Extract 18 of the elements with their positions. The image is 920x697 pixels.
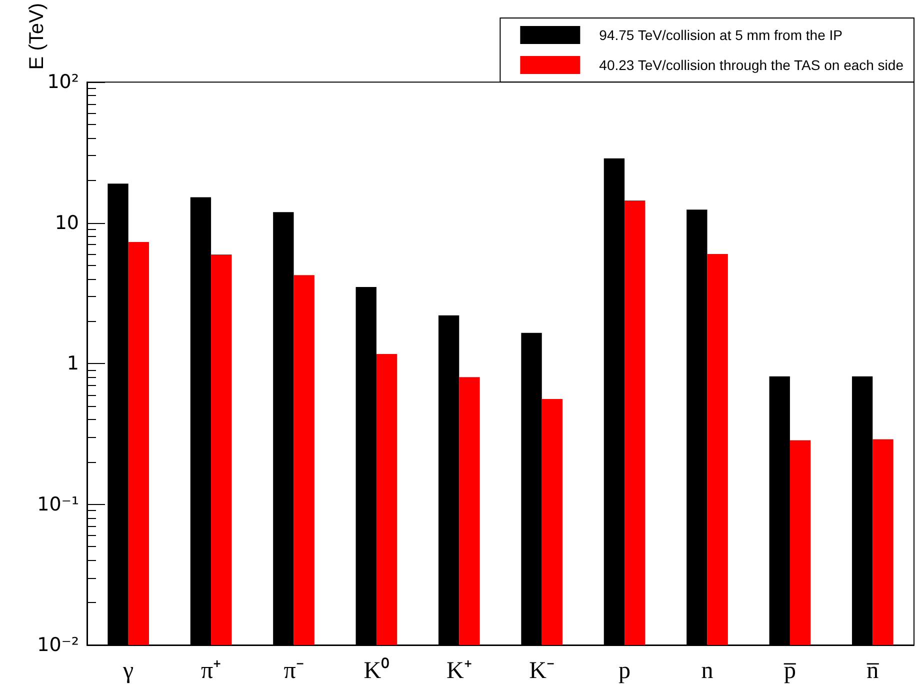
x-tick-label: p (618, 658, 631, 684)
x-tick-label: γ (122, 658, 134, 684)
y-tick-label: 10⁻² (37, 634, 79, 656)
x-tick-label: π⁻ (284, 658, 304, 684)
x-tick-label: K⁺ (446, 658, 472, 684)
x-tick-label: p̅ (782, 658, 797, 684)
x-tick-label: K⁰ (364, 657, 390, 684)
x-tick-label: K⁻ (529, 658, 555, 684)
x-tick-label: π⁺ (200, 658, 222, 684)
y-tick-label: 10² (47, 71, 79, 94)
x-tick-label: n (701, 658, 714, 684)
y-tick-label: 1 (66, 352, 79, 375)
x-tick-label: n̅ (866, 658, 880, 684)
y-axis-title: E (TeV) (26, 3, 48, 70)
legend-label: 94.75 TeV/collision at 5 mm from the IP (599, 27, 842, 43)
y-tick-label: 10⁻¹ (37, 493, 79, 516)
legend-label: 40.23 TeV/collision through the TAS on each side (599, 57, 904, 73)
y-tick-label: 10 (54, 212, 79, 234)
